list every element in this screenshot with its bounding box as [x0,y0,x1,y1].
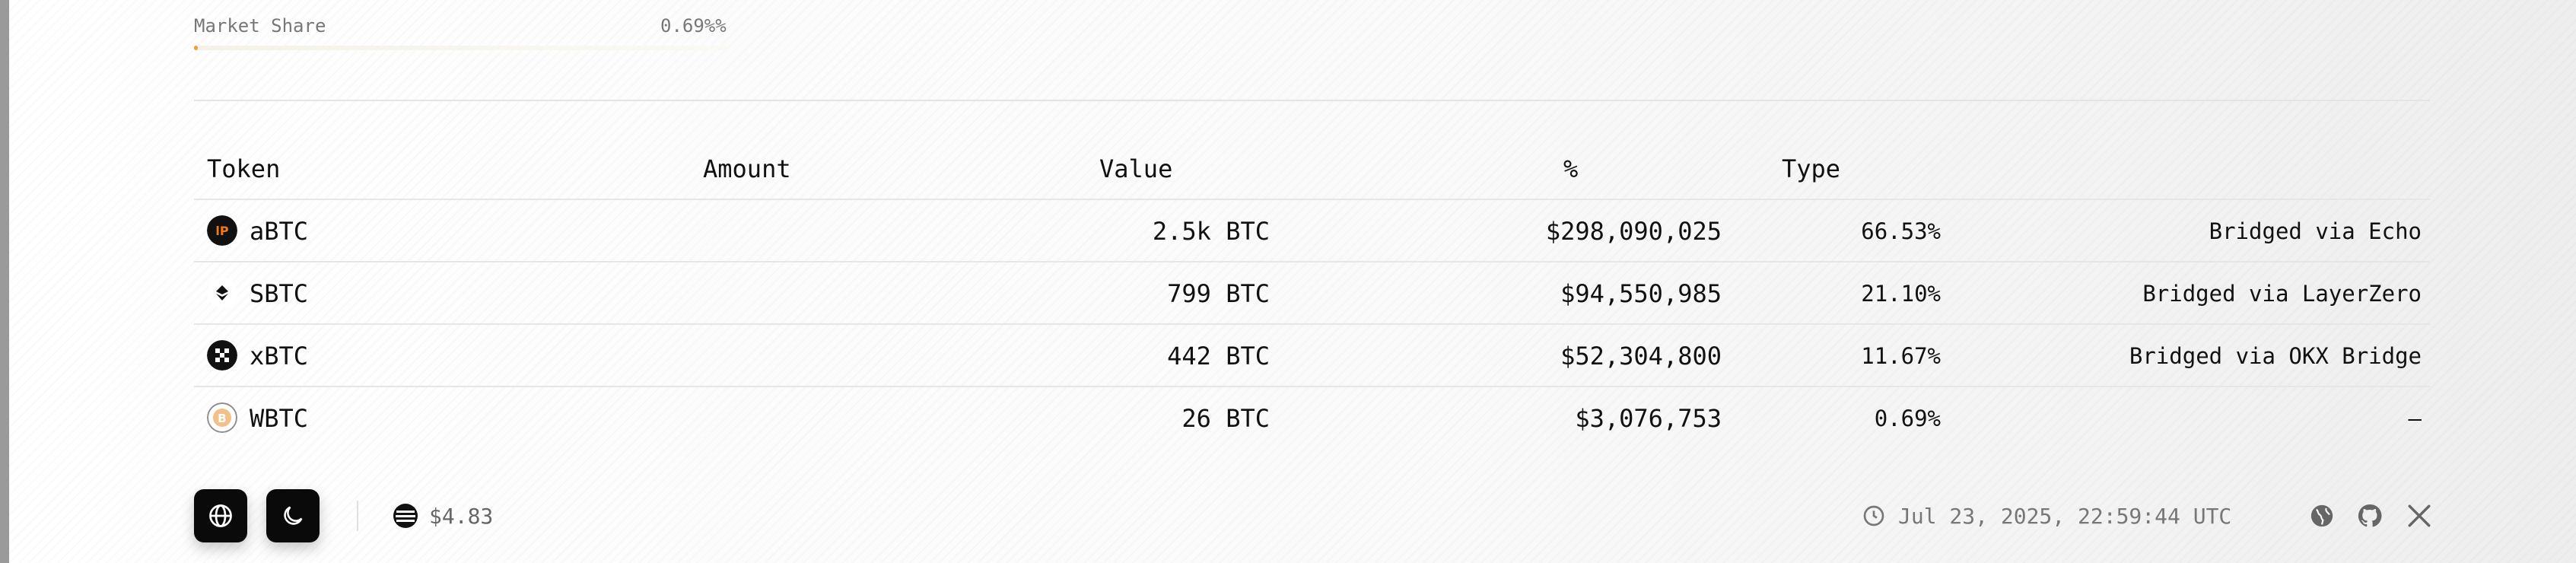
token-table: Token Amount Value % Type lP aBTC 2.5k B… [194,141,2430,448]
table-row[interactable]: B WBTC 26 BTC $3,076,753 0.69% – [194,387,2430,448]
column-header-type[interactable]: Type [1782,154,1841,183]
token-price: $4.83 [429,504,494,529]
token-amount: 2.5k BTC [1152,217,1270,246]
footer-separator [357,501,358,531]
token-amount: 799 BTC [1167,279,1270,308]
table-header: Token Amount Value % Type [194,141,2430,200]
okx-icon [207,340,237,371]
table-row[interactable]: SBTC 799 BTC $94,550,985 21.10% Bridged … [194,262,2430,325]
github-link[interactable] [2355,501,2385,531]
theme-toggle-button[interactable] [266,489,320,542]
token-type: Bridged via OKX Bridge [2129,343,2422,369]
column-header-value[interactable]: Value [1099,154,1173,183]
website-link[interactable] [2307,501,2337,531]
section-divider [194,100,2430,101]
svg-text:B: B [218,412,226,425]
token-value: $298,090,025 [1545,217,1722,246]
token-percent: 66.53% [1861,218,1941,244]
token-type: Bridged via LayerZero [2142,281,2422,307]
market-share: Market Share 0.69%% [194,14,727,53]
language-button[interactable] [194,489,247,542]
token-name: WBTC [250,404,309,433]
column-header-percent[interactable]: % [1563,154,1579,183]
globe-icon [209,504,232,527]
wbtc-icon: B [207,402,237,433]
coin-stack-icon [393,504,418,528]
last-updated-timestamp: Jul 23, 2025, 22:59:44 UTC [1898,504,2232,529]
window-left-edge [0,0,9,563]
token-percent: 0.69% [1874,406,1941,431]
token-percent: 11.67% [1861,343,1941,369]
token-percent: 21.10% [1861,281,1941,307]
market-share-bar [194,46,727,50]
clock-icon [1863,505,1884,526]
market-share-label: Market Share [194,15,326,37]
echo-lp-icon: lP [207,215,237,246]
token-type: Bridged via Echo [2209,218,2422,244]
x-icon [2408,504,2431,527]
x-link[interactable] [2404,501,2434,531]
token-value: $52,304,800 [1560,342,1722,371]
token-name: xBTC [250,342,309,371]
token-amount: 442 BTC [1167,342,1270,371]
github-icon [2358,504,2382,527]
table-row[interactable]: xBTC 442 BTC $52,304,800 11.67% Bridged … [194,325,2430,387]
token-amount: 26 BTC [1181,404,1270,433]
layerzero-icon [207,278,237,308]
token-name: SBTC [250,279,309,308]
market-share-value: 0.69%% [660,15,727,37]
table-row[interactable]: lP aBTC 2.5k BTC $298,090,025 66.53% Bri… [194,200,2430,262]
token-value: $3,076,753 [1575,404,1722,433]
market-share-bar-fill [194,46,198,50]
moon-icon [284,506,303,525]
token-value: $94,550,985 [1560,279,1722,308]
column-header-token[interactable]: Token [207,154,281,183]
globe-icon [2310,504,2333,527]
column-header-amount[interactable]: Amount [703,154,791,183]
svg-text:lP: lP [215,224,228,238]
token-type: – [2408,406,2422,431]
token-name: aBTC [250,217,309,246]
